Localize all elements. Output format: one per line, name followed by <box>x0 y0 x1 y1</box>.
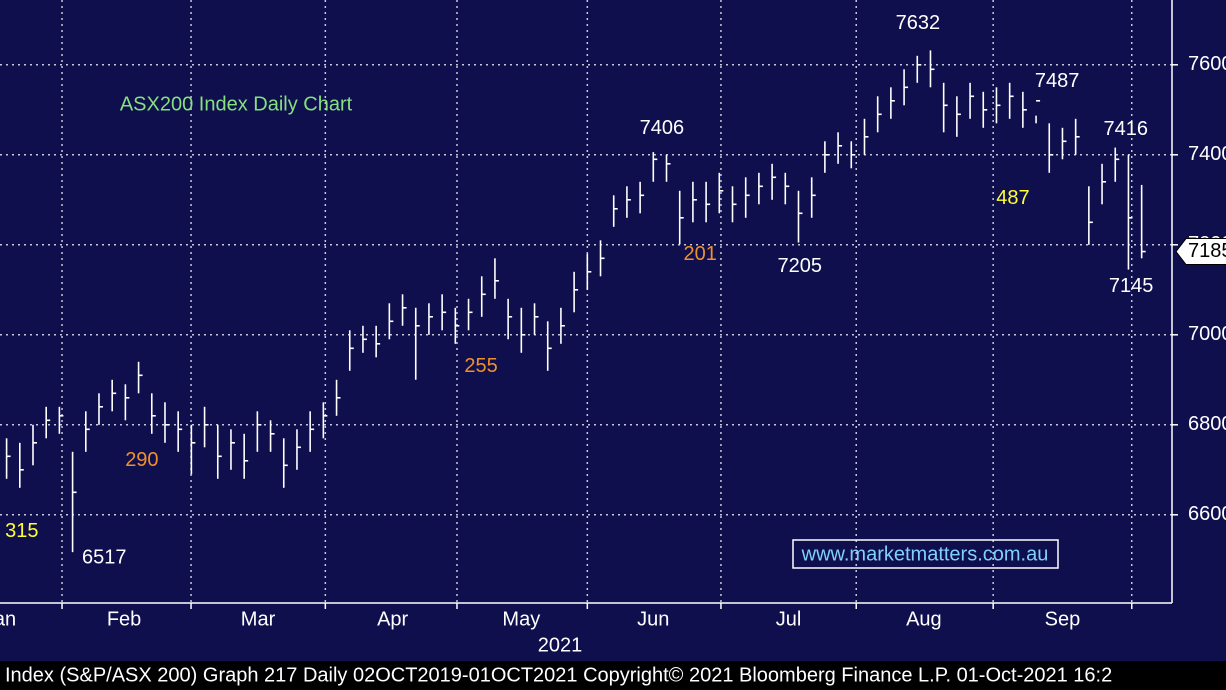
footer-bar <box>0 661 1226 690</box>
x-tick-label: Jan <box>0 608 16 630</box>
y-tick-label: 7600 <box>1188 53 1226 75</box>
x-tick-label: Jul <box>776 608 802 630</box>
y-tick-label: 6800 <box>1188 413 1226 435</box>
annotation: 255 <box>464 355 497 377</box>
annotation: 7205 <box>778 255 823 277</box>
x-tick-label: Mar <box>241 608 276 630</box>
annotation: 7632 <box>896 12 941 34</box>
annotation: 290 <box>125 449 158 471</box>
chart-title: ASX200 Index Daily Chart <box>120 93 353 115</box>
last-value-box <box>1175 238 1226 266</box>
annotation: 6517 <box>82 546 127 568</box>
x-tick-label: Apr <box>377 608 408 630</box>
y-tick-label: 7400 <box>1188 143 1226 165</box>
annotation: 487 <box>996 187 1029 209</box>
marks <box>5 50 1146 553</box>
y-tick-label: 6600 <box>1188 503 1226 525</box>
y-tick-label: 7000 <box>1188 323 1226 345</box>
last-value-label: 7185 <box>1188 240 1226 262</box>
grid <box>0 0 1172 603</box>
annotation: 7145 <box>1109 275 1154 297</box>
annotation: 201 <box>683 243 716 265</box>
watermark: www.marketmatters.com.au <box>801 543 1049 565</box>
annotation: 315 <box>5 520 38 542</box>
x-tick-label: Aug <box>906 608 942 630</box>
footer-text: Index (S&P/ASX 200) Graph 217 Daily 02OC… <box>5 664 1112 686</box>
annotation: 7406 <box>640 117 685 139</box>
annotation: 7416 <box>1104 118 1149 140</box>
x-tick-label: Feb <box>107 608 141 630</box>
x-tick-label: Jun <box>637 608 669 630</box>
x-tick-label: May <box>502 608 540 630</box>
x-axis-label: 2021 <box>538 634 583 656</box>
watermark-box <box>792 539 1059 569</box>
annotation: 7487 <box>1035 70 1080 92</box>
x-tick-label: Sep <box>1045 608 1081 630</box>
